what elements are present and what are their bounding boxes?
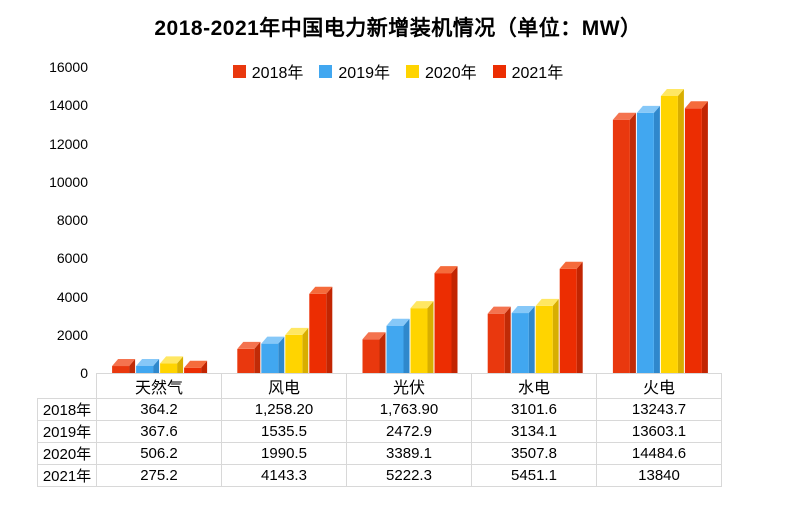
table-cell: 4143.3 xyxy=(221,464,347,487)
bar-2018年-风电 xyxy=(237,341,261,373)
bar-2021年-天然气 xyxy=(184,360,208,373)
table-cell: 3507.8 xyxy=(471,442,597,465)
table-row: 2018年 364.2 1,258.20 1,763.90 3101.6 13243.7 xyxy=(37,398,722,421)
legend-swatch xyxy=(492,64,506,78)
legend-label: 2019年 xyxy=(338,65,390,82)
legend-item-2020年: 2020年 xyxy=(406,59,477,83)
table-row-label: 2021年 xyxy=(37,464,97,487)
table-cell: 364.2 xyxy=(96,398,222,421)
table-corner-cell xyxy=(38,374,97,399)
table-cell: 1535.5 xyxy=(221,420,347,443)
bar-2021年-水电 xyxy=(559,261,583,373)
table-column-header: 光伏 xyxy=(346,373,472,399)
bar-2020年-风电 xyxy=(285,327,309,373)
legend-item-2021年: 2021年 xyxy=(492,59,564,83)
bar-2019年-光伏 xyxy=(386,318,410,373)
data-table: 天然气 风电 光伏 水电 火电 2018年 364.2 1,258.20 1,763.90 310… xyxy=(37,373,722,487)
legend-swatch xyxy=(319,64,333,78)
table-column-header: 天然气 xyxy=(96,373,222,399)
table-cell: 3134.1 xyxy=(471,420,597,443)
table-cell: 3389.1 xyxy=(346,442,472,465)
legend-item-2018年: 2018年 xyxy=(232,59,304,83)
table-cell: 2472.9 xyxy=(346,420,472,443)
y-axis-tick-label: 2000 xyxy=(56,326,88,343)
table-cell: 275.2 xyxy=(96,464,222,487)
bar-2021年-光伏 xyxy=(434,266,458,373)
table-cell: 1,763.90 xyxy=(346,398,472,421)
legend-swatch xyxy=(232,64,246,78)
legend-label: 2020年 xyxy=(425,65,477,82)
bar-2019年-水电 xyxy=(511,306,535,373)
table-cell: 1990.5 xyxy=(221,442,347,465)
bar-2019年-火电 xyxy=(636,105,660,374)
page-title: 2018-2021年中国电力新增装机情况（单位：MW） xyxy=(154,17,642,40)
y-axis-tick-label: 14000 xyxy=(49,97,88,114)
table-row-label: 2019年 xyxy=(37,420,97,443)
bar-2020年-火电 xyxy=(660,88,684,373)
table-cell: 3101.6 xyxy=(471,398,597,421)
bar-2019年-风电 xyxy=(261,336,285,373)
table-column-header: 风电 xyxy=(221,373,347,399)
table-row: 2019年 367.6 1535.5 2472.9 3134.1 13603.1 xyxy=(37,420,722,443)
bar-2018年-火电 xyxy=(612,112,636,374)
table-cell: 1,258.20 xyxy=(221,398,347,421)
legend-label: 2021年 xyxy=(511,65,564,82)
table-row-label: 2018年 xyxy=(37,398,97,421)
table-column-header: 水电 xyxy=(471,373,597,399)
table-column-header: 火电 xyxy=(596,373,722,399)
bar-2021年-风电 xyxy=(309,286,333,373)
y-axis-tick-label: 12000 xyxy=(49,135,88,152)
table-cell: 13243.7 xyxy=(596,398,722,421)
bar-2018年-光伏 xyxy=(362,332,386,373)
bar-2020年-天然气 xyxy=(160,356,184,373)
y-axis: 0 2000 4000 6000 8000 10000 12000 14000 16000 xyxy=(0,0,90,528)
legend-swatch xyxy=(406,64,419,78)
y-axis-tick-label: 4000 xyxy=(56,288,88,305)
chart-legend: 2018年 2019年 2020年 2021年 xyxy=(0,59,796,83)
bar-2020年-光伏 xyxy=(410,301,434,373)
table-cell: 13840 xyxy=(596,464,722,487)
table-row-label: 2020年 xyxy=(37,442,97,465)
table-cell: 5222.3 xyxy=(346,464,472,487)
y-axis-tick-label: 10000 xyxy=(49,173,88,190)
table-cell: 14484.6 xyxy=(596,442,722,465)
y-axis-tick-label: 8000 xyxy=(56,212,88,228)
table-cell: 5451.1 xyxy=(471,464,597,487)
table-cell: 367.6 xyxy=(96,420,222,443)
y-axis-tick-label: 16000 xyxy=(49,59,88,75)
y-axis-tick-label: 6000 xyxy=(56,250,88,267)
bar-2019年-天然气 xyxy=(136,358,160,373)
legend-label: 2018年 xyxy=(251,65,304,82)
table-row: 2020年 506.2 1990.5 3389.1 3507.8 14484.6 xyxy=(37,442,722,465)
bar-2021年-火电 xyxy=(684,101,708,373)
bar-2018年-水电 xyxy=(487,306,511,373)
bar-2018年-天然气 xyxy=(112,359,136,373)
chart-data-table: 天然气 风电 光伏 水电 火电 2018年 364.2 1,258.20 1,763.90 310… xyxy=(37,373,722,487)
table-row: 2021年 275.2 4143.3 5222.3 5451.1 13840 xyxy=(37,464,722,487)
y-axis-tick-label: 0 xyxy=(80,365,88,381)
table-cell: 506.2 xyxy=(96,442,222,465)
bar-2020年-水电 xyxy=(535,298,559,373)
table-cell: 13603.1 xyxy=(596,420,722,443)
legend-item-2019年: 2019年 xyxy=(319,59,390,83)
